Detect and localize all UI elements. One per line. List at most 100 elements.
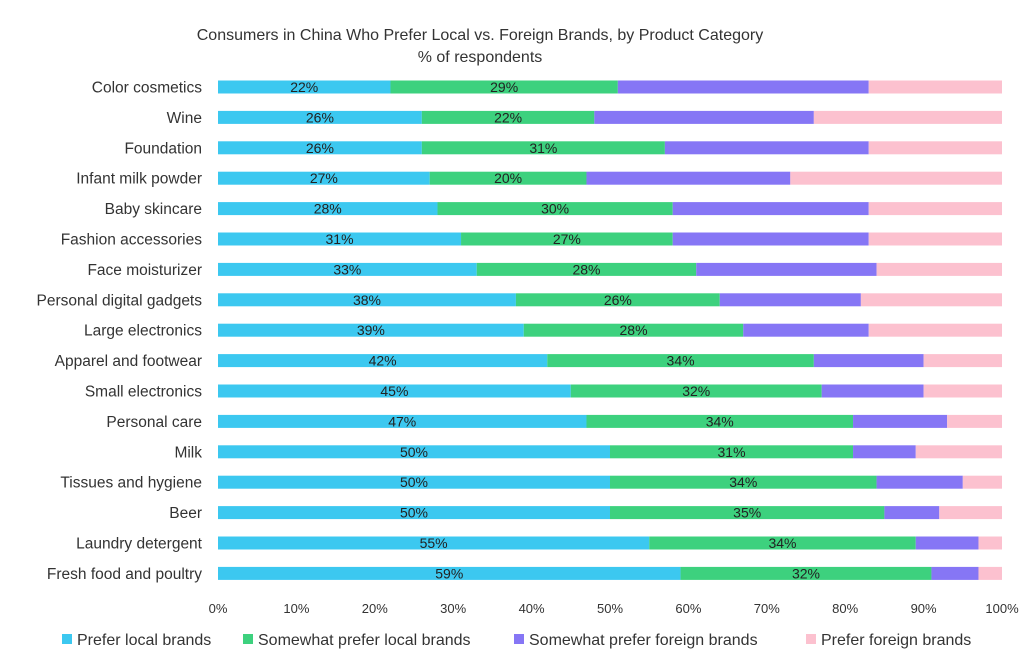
- data-label: 39%: [357, 322, 385, 338]
- category-label: Fashion accessories: [61, 232, 203, 249]
- data-label: 26%: [306, 109, 334, 125]
- legend-label: Prefer local brands: [77, 632, 211, 649]
- category-label: Color cosmetics: [92, 80, 202, 97]
- data-label: 33%: [333, 261, 361, 277]
- bar-segment: [218, 506, 610, 520]
- bar-segment: [978, 566, 1002, 580]
- x-tick-label: 40%: [519, 601, 545, 616]
- category-label: Milk: [174, 444, 202, 461]
- category-label: Face moisturizer: [87, 262, 202, 279]
- data-label: 31%: [326, 231, 354, 247]
- bar-segment: [218, 354, 548, 368]
- bar-segment: [218, 566, 681, 580]
- legend-swatch: [806, 634, 816, 644]
- bar-segment: [437, 202, 673, 216]
- x-tick-label: 90%: [911, 601, 937, 616]
- data-label: 20%: [494, 170, 522, 186]
- bar-segment: [421, 141, 665, 155]
- data-label: 50%: [400, 474, 428, 490]
- bar-segment: [610, 475, 877, 489]
- bar-segment: [813, 354, 924, 368]
- legend-swatch: [243, 634, 253, 644]
- data-label: 42%: [369, 353, 397, 369]
- bar-segment: [218, 110, 422, 124]
- bar-segment: [218, 202, 438, 216]
- category-label: Wine: [167, 110, 202, 127]
- legend-label: Somewhat prefer local brands: [258, 632, 471, 649]
- data-label: 50%: [400, 444, 428, 460]
- data-label: 34%: [667, 353, 695, 369]
- category-labels: Color cosmetics Wine Foundation Infant milk…: [37, 80, 203, 583]
- bar-segment: [884, 506, 940, 520]
- x-tick-label: 70%: [754, 601, 780, 616]
- category-label: Tissues and hygiene: [60, 475, 202, 492]
- data-label: 59%: [435, 565, 463, 581]
- x-tick-label: 60%: [675, 601, 701, 616]
- bar-segment: [218, 232, 462, 246]
- category-label: Beer: [169, 505, 202, 522]
- data-labels: 22% 29% 26% 22% 26% 31% 27% 20% 28% 30% 31% 27% 33% 2…: [290, 79, 820, 581]
- bar-segment: [649, 536, 916, 550]
- bar-segment: [821, 384, 924, 398]
- data-label: 32%: [792, 565, 820, 581]
- legend-label: Somewhat prefer foreign brands: [529, 632, 758, 649]
- bar-segment: [743, 323, 869, 337]
- bar-segment: [853, 414, 948, 428]
- bar-segment: [923, 384, 1002, 398]
- bar-segment: [915, 445, 1002, 459]
- data-label: 31%: [529, 140, 557, 156]
- data-label: 22%: [494, 109, 522, 125]
- category-label: Apparel and footwear: [55, 353, 202, 370]
- data-label: 28%: [314, 201, 342, 217]
- bar-segment: [978, 536, 1002, 550]
- bar-segment: [594, 110, 814, 124]
- bar-segment: [461, 232, 673, 246]
- bar-segment: [939, 506, 1002, 520]
- bar-segment: [610, 445, 854, 459]
- data-label: 22%: [290, 79, 318, 95]
- bar-segment: [868, 141, 1002, 155]
- bar-segment: [390, 80, 618, 94]
- bar-segment: [218, 475, 610, 489]
- bar-segment: [421, 110, 595, 124]
- category-label: Fresh food and poultry: [47, 566, 202, 583]
- category-label: Laundry detergent: [76, 536, 203, 553]
- x-tick-label: 30%: [440, 601, 466, 616]
- x-tick-label: 10%: [283, 601, 309, 616]
- bar-segment: [813, 110, 1002, 124]
- bar-segment: [947, 414, 1002, 428]
- bar-segment: [860, 293, 1002, 307]
- bar-segment: [515, 293, 720, 307]
- bar-segment: [218, 384, 571, 398]
- bar-segment: [915, 536, 979, 550]
- legend-swatch: [62, 634, 72, 644]
- bar-segment: [476, 262, 697, 276]
- bar-segment: [664, 141, 869, 155]
- bar-segment: [931, 566, 979, 580]
- bar-segment: [218, 141, 422, 155]
- bar-segment: [218, 171, 430, 185]
- bar-segment: [523, 323, 744, 337]
- bar-segment: [586, 414, 854, 428]
- category-label: Personal care: [106, 414, 202, 431]
- legend: Prefer local brands Somewhat prefer local…: [62, 632, 971, 649]
- bar-segment: [218, 293, 516, 307]
- x-tick-label: 100%: [985, 601, 1019, 616]
- bar-segment: [923, 354, 1002, 368]
- bar-segment: [853, 445, 916, 459]
- data-label: 55%: [420, 535, 448, 551]
- category-label: Personal digital gadgets: [37, 292, 203, 309]
- legend-swatch: [514, 634, 524, 644]
- bar-segment: [962, 475, 1002, 489]
- bar-segment: [547, 354, 814, 368]
- data-label: 34%: [729, 474, 757, 490]
- x-tick-label: 20%: [362, 601, 388, 616]
- bar-segment: [218, 445, 610, 459]
- bar-segment: [218, 80, 391, 94]
- bar-segment: [218, 414, 587, 428]
- data-label: 29%: [490, 79, 518, 95]
- bar-segment: [876, 262, 1002, 276]
- bar-segment: [672, 232, 869, 246]
- data-label: 30%: [541, 201, 569, 217]
- category-label: Small electronics: [85, 384, 202, 401]
